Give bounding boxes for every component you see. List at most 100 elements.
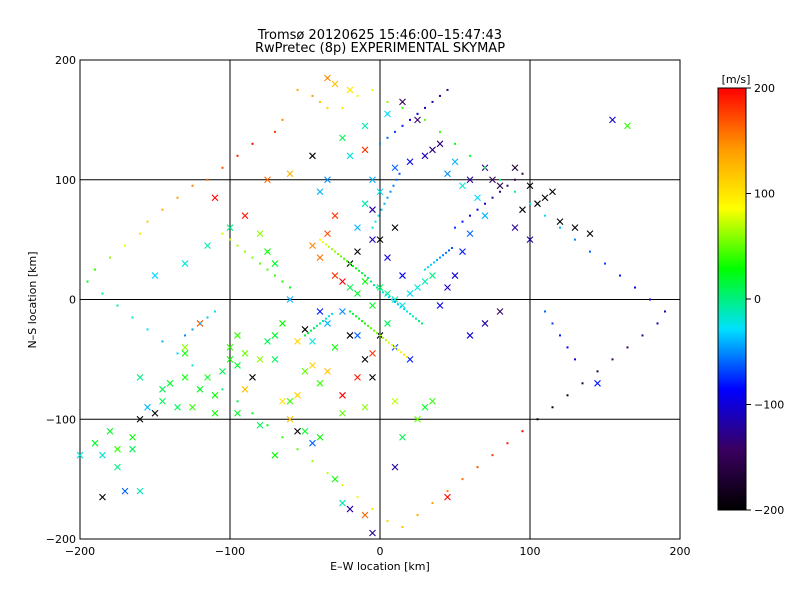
data-point-dot [611,358,614,361]
data-point-x-marker [451,272,459,279]
data-point-dot [356,496,359,499]
data-point-x-marker [256,355,264,363]
colorbar [717,87,747,511]
data-point-dot [206,316,209,319]
data-point-dot [371,226,374,229]
data-point-dot [397,348,399,351]
data-point-x-marker [346,152,354,160]
data-point-dot [109,256,111,259]
data-point-dot [499,190,501,193]
data-point-dot [131,316,134,319]
data-point-dot [274,130,276,133]
data-point-dot [176,352,179,355]
data-point-dot [328,315,330,318]
data-point-dot [337,252,339,255]
data-point-x-marker [271,355,279,363]
data-point-dot [311,460,314,463]
data-point-x-marker [361,403,369,411]
data-point-dot [446,88,449,91]
data-point-dot [529,202,531,205]
data-point-x-marker [331,272,339,279]
data-point-x-marker [271,451,279,459]
data-point-dot [386,136,389,139]
data-point-x-marker [181,260,189,267]
data-point-x-marker [226,224,234,232]
data-point-dot [433,261,435,264]
data-point-x-marker [451,158,459,166]
data-point-x-marker [369,373,376,381]
data-point-x-marker [234,409,241,417]
data-point-dot [358,317,360,320]
data-point-x-marker [271,260,279,267]
data-point-dot [349,262,351,265]
data-point-x-marker [354,290,361,297]
data-point-dot [544,214,546,217]
data-point-x-marker [151,409,159,417]
data-point-dot [382,336,384,339]
data-point-dot [574,358,576,361]
data-point-x-marker [354,248,361,255]
data-point-x-marker [481,320,489,327]
data-point-x-marker [369,236,376,244]
data-point-dot [431,502,434,505]
data-point-x-marker [159,385,166,393]
data-point-x-marker [489,176,496,184]
data-point-dot [236,154,239,157]
data-point-x-marker [279,320,286,327]
data-point-dot [506,442,509,445]
data-point-dot [416,112,419,115]
data-point-dot [416,514,419,517]
data-point-dot [191,328,194,331]
data-point-x-marker [309,439,316,447]
data-point-x-marker [526,182,534,190]
data-point-dot [352,312,354,315]
data-point-x-marker [264,176,271,184]
data-point-x-marker [414,415,421,423]
data-point-x-marker [369,206,376,214]
data-point-dot [389,190,392,193]
data-point-dot [403,353,405,356]
data-point-dot [476,208,479,211]
data-point-x-marker [526,236,534,244]
data-point-x-marker [421,152,429,160]
data-point-x-marker [414,116,421,124]
data-point-x-marker [339,409,346,417]
data-point-x-marker [301,367,309,375]
data-point-x-marker [256,421,264,429]
data-point-x-marker [219,367,226,375]
data-point-x-marker [361,122,369,130]
data-point-dot [146,328,149,331]
data-point-x-marker [384,254,391,261]
data-point-dot [328,245,330,248]
data-point-x-marker [414,284,421,291]
data-point-dot [346,260,348,263]
data-point-dot [101,292,104,295]
data-point-x-marker [286,415,294,423]
data-point-dot [566,346,569,349]
data-point-dot [161,340,164,343]
data-point-dot [184,334,186,337]
data-point-dot [431,100,434,103]
y-tick-label: 0 [69,294,76,307]
data-point-dot [370,280,372,283]
data-point-x-marker [391,463,399,471]
data-point-dot [316,324,318,327]
data-point-x-marker [159,397,166,405]
data-point-dot [191,184,194,187]
data-point-dot [251,412,254,415]
data-point-x-marker [534,200,541,208]
data-point-x-marker [241,212,249,220]
data-point-dot [124,244,126,247]
data-point-dot [376,286,378,289]
data-point-dot [656,322,659,325]
data-point-dot [398,172,401,175]
data-point-dot [514,190,516,193]
data-point-dot [236,244,239,247]
data-point-x-marker [609,116,616,124]
data-point-x-marker [324,367,331,375]
data-point-x-marker [406,290,414,297]
data-point-dot [385,293,387,296]
data-point-x-marker [331,80,339,88]
data-point-dot [116,304,119,307]
